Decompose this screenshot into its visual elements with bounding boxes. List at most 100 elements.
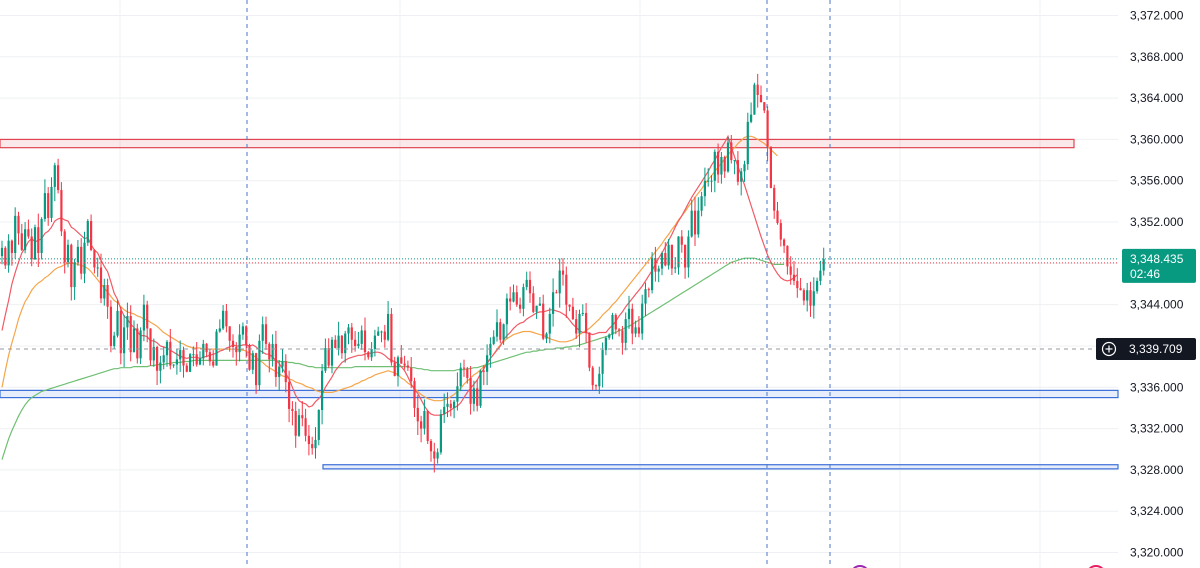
candle bbox=[185, 363, 188, 373]
candle-body bbox=[132, 328, 136, 353]
candle bbox=[548, 307, 551, 344]
candle-body bbox=[73, 262, 76, 288]
candle bbox=[535, 305, 538, 319]
candle bbox=[390, 308, 393, 366]
candle-body bbox=[321, 370, 324, 410]
candle bbox=[238, 324, 241, 362]
candle bbox=[581, 304, 584, 317]
candle-body bbox=[116, 310, 119, 336]
candle-body bbox=[525, 279, 528, 288]
candle bbox=[149, 328, 152, 366]
candle bbox=[86, 219, 89, 246]
y-tick-label: 3,336.000 bbox=[1130, 380, 1184, 394]
candle-body bbox=[723, 156, 726, 172]
candle bbox=[297, 408, 301, 437]
candle bbox=[740, 167, 743, 196]
candle-body bbox=[231, 340, 235, 347]
candle-body bbox=[538, 303, 541, 306]
candle-body bbox=[347, 327, 350, 334]
candle-body bbox=[552, 292, 555, 314]
candle bbox=[750, 102, 753, 124]
price-axis[interactable]: 3,372.000 3,368.000 3,364.000 3,360.000 3,35… bbox=[1130, 8, 1184, 559]
candle-body bbox=[769, 146, 772, 188]
candle-body bbox=[799, 288, 802, 291]
candle-body bbox=[809, 290, 812, 306]
candle-body bbox=[311, 444, 314, 449]
candle bbox=[139, 327, 142, 365]
candle-body bbox=[446, 403, 449, 407]
candle-body bbox=[4, 247, 7, 266]
candle bbox=[479, 369, 482, 408]
candle-body bbox=[301, 415, 304, 419]
candle bbox=[723, 155, 726, 178]
candle-body bbox=[743, 164, 746, 172]
candle bbox=[538, 296, 541, 306]
candle-body bbox=[512, 292, 515, 302]
candle-body bbox=[255, 353, 258, 386]
candle bbox=[73, 258, 76, 300]
event-marker-icon bbox=[852, 565, 868, 568]
candle bbox=[215, 329, 218, 366]
candle bbox=[664, 242, 667, 267]
candle bbox=[281, 348, 284, 373]
candle-body bbox=[0, 247, 4, 257]
candle bbox=[789, 256, 792, 285]
candle bbox=[697, 197, 700, 238]
candle-body bbox=[119, 310, 122, 354]
candle-body bbox=[726, 142, 730, 172]
candle-body bbox=[182, 350, 185, 366]
candle-body bbox=[294, 411, 297, 436]
candle-body bbox=[14, 215, 17, 254]
y-tick-label: 3,324.000 bbox=[1130, 504, 1184, 518]
candle-body bbox=[377, 331, 380, 336]
candle bbox=[24, 222, 27, 254]
candle-body bbox=[627, 308, 631, 320]
candle bbox=[585, 303, 588, 343]
candle-body bbox=[575, 319, 578, 334]
candle-body bbox=[495, 322, 499, 337]
candle-body bbox=[245, 326, 248, 345]
candle-body bbox=[591, 367, 594, 386]
candle-body bbox=[479, 370, 482, 406]
candle-body bbox=[10, 240, 13, 254]
candle bbox=[344, 330, 347, 363]
candle-body bbox=[806, 290, 809, 301]
candle-body bbox=[30, 236, 33, 260]
last-price-tag bbox=[1122, 248, 1196, 283]
candle bbox=[674, 256, 677, 274]
candle-body bbox=[20, 233, 23, 250]
candle bbox=[720, 151, 723, 184]
candle bbox=[476, 379, 479, 412]
candle bbox=[687, 230, 690, 278]
candle-body bbox=[505, 298, 508, 325]
candle bbox=[670, 244, 673, 276]
candle-body bbox=[179, 350, 182, 360]
candle bbox=[717, 143, 720, 184]
candle bbox=[459, 362, 462, 392]
candle bbox=[17, 211, 20, 245]
candle-body bbox=[763, 102, 766, 111]
candle bbox=[363, 317, 367, 361]
candle bbox=[796, 268, 799, 298]
candles bbox=[0, 73, 825, 473]
candle-body bbox=[354, 339, 357, 346]
candle bbox=[429, 439, 433, 462]
candle-body bbox=[515, 292, 518, 305]
candle-body bbox=[624, 319, 627, 343]
candle bbox=[241, 322, 244, 340]
candle bbox=[776, 201, 779, 225]
grid-lines bbox=[0, 0, 1118, 568]
candle bbox=[443, 393, 446, 424]
candle bbox=[152, 338, 155, 367]
candle-body bbox=[66, 244, 70, 263]
candle-body bbox=[436, 452, 439, 459]
candle bbox=[568, 304, 571, 312]
candle-body bbox=[261, 324, 264, 341]
candle bbox=[651, 252, 654, 294]
candle bbox=[231, 334, 235, 358]
candle bbox=[380, 330, 383, 343]
candle-body bbox=[548, 313, 551, 334]
candle-body bbox=[350, 327, 353, 340]
